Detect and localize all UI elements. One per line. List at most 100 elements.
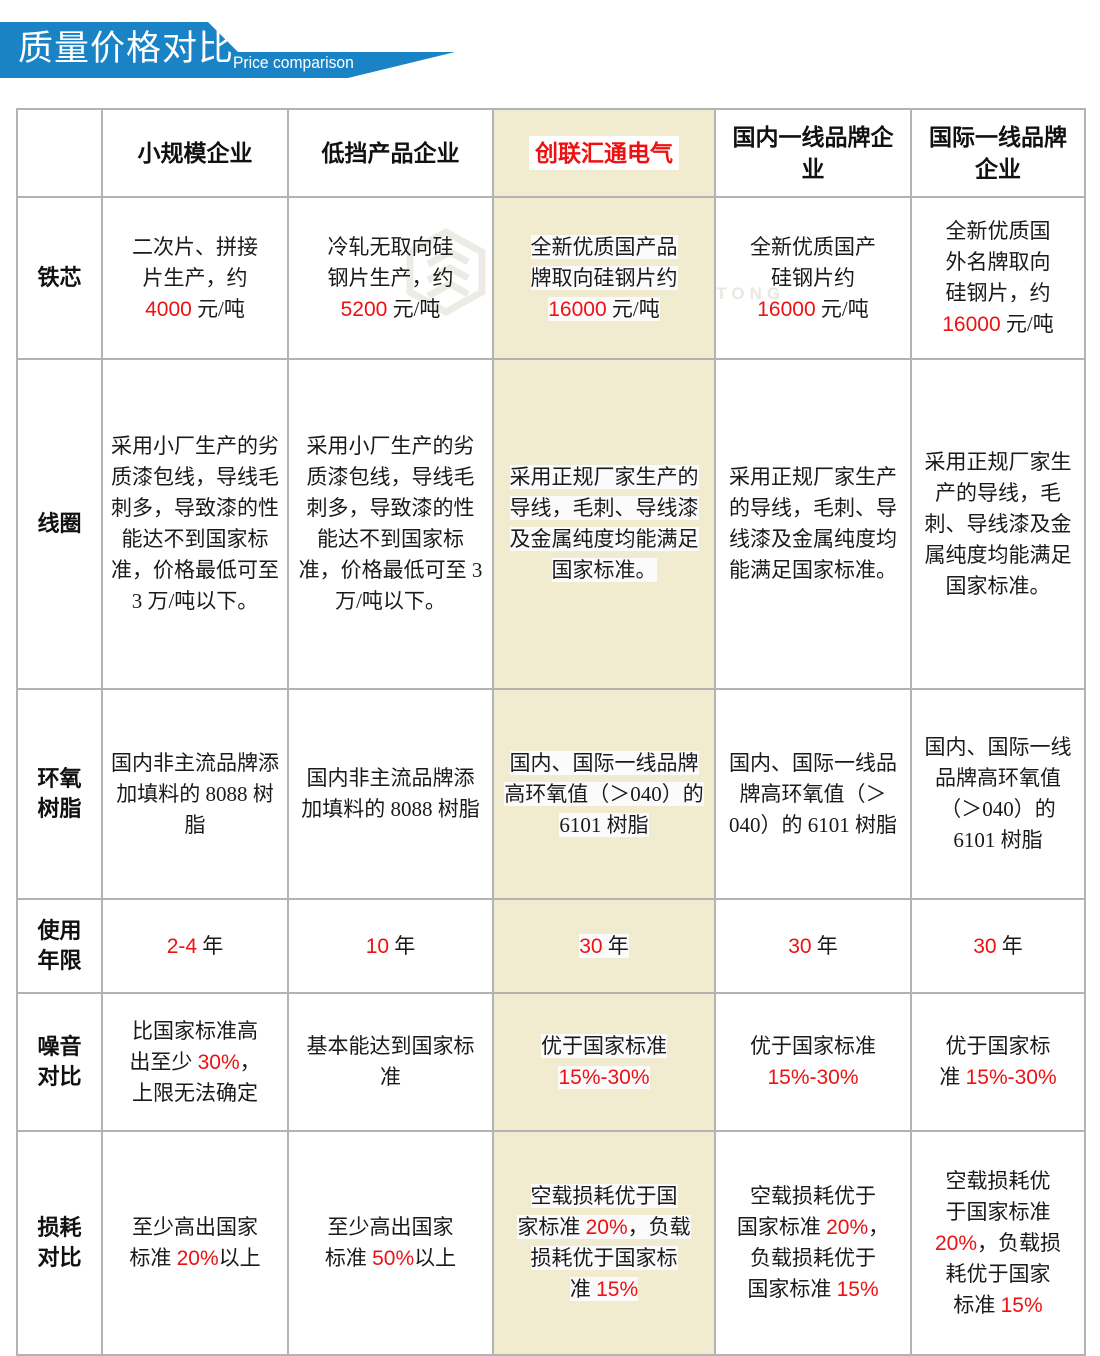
noise-value: 15%-30% <box>965 1066 1057 1089</box>
price-value: 16000 <box>548 297 607 321</box>
cell-text: 以上 <box>414 1246 457 1270</box>
cell-loss-international-top: 空载损耗优 于国家标准 20%，负载损 耗优于国家 标准 15% <box>910 1130 1086 1356</box>
price-unit: 元/吨 <box>820 296 869 321</box>
cell-line: 全新优质国产 <box>750 234 876 259</box>
cell-noise-low-end: 基本能达到国家标准 <box>287 992 494 1132</box>
cell-loss-low-end: 至少高出国家 标准 50%以上 <box>287 1130 494 1356</box>
life-value: 2-4 <box>166 934 198 958</box>
cell-line: 标准 50%以上 <box>297 1243 484 1274</box>
row-label-iron-core: 铁芯 <box>16 196 103 360</box>
cell-line: 16000 元/吨 <box>920 309 1076 340</box>
cell-life-domestic-top: 30 年 <box>714 898 912 994</box>
cell-text: 优于国家标准 <box>541 1034 667 1058</box>
cell-loss-small-scale: 至少高出国家 标准 20%以上 <box>101 1130 289 1356</box>
cell-life-small-scale: 2-4 年 <box>101 898 289 994</box>
cell-coil-low-end: 采用小厂生产的劣质漆包线，导线毛刺多，导致漆的性能达不到国家标准，价格最低可至 … <box>287 358 494 690</box>
cell-line: 优于国家标准 <box>502 1031 706 1062</box>
life-unit: 年 <box>202 933 224 958</box>
cell-text: 准 <box>569 1277 591 1301</box>
life-value: 30 <box>973 934 997 958</box>
cell-line: 优于国家标 <box>945 1034 1051 1058</box>
cell-noise-small-scale: 比国家标准高 出至少 30%， 上限无法确定 <box>101 992 289 1132</box>
cell-text: 标准 <box>324 1246 367 1270</box>
price-value: 5200 <box>340 297 388 321</box>
page-header-banner: 质量价格对比 Price comparison <box>0 0 1100 100</box>
table-row: 损耗 对比 至少高出国家 标准 20%以上 至少高出国家 标准 50%以上 空载损… <box>16 1130 1086 1356</box>
comparison-table: 小规模企业 低挡产品企业 创联汇通电气 国内一线品牌企业 国际一线品牌企业 铁芯… <box>16 108 1086 1356</box>
cell-life-international-top: 30 年 <box>910 898 1086 994</box>
cell-line: 外名牌取向 <box>945 250 1051 274</box>
cell-iron-core-low-end: 冷轧无取向硅 钢片生产，约 5200 元/吨 <box>287 196 494 360</box>
comparison-table-wrapper: 小规模企业 低挡产品企业 创联汇通电气 国内一线品牌企业 国际一线品牌企业 铁芯… <box>16 108 1086 1356</box>
cell-line: 负载损耗优于 <box>750 1246 876 1270</box>
loss-value: 15% <box>596 1278 639 1301</box>
cell-iron-core-international-top: 全新优质国 外名牌取向 硅钢片，约 16000 元/吨 <box>910 196 1086 360</box>
cell-epoxy-low-end: 国内非主流品牌添加填料的 8088 树脂 <box>287 688 494 900</box>
loss-value: 15% <box>1000 1293 1043 1317</box>
cell-line: 至少高出国家 <box>132 1215 258 1239</box>
noise-value: 30% <box>197 1050 240 1074</box>
loss-value: 20% <box>934 1231 978 1255</box>
loss-value: 50% <box>372 1247 415 1270</box>
brand-name-label: 创联汇通电气 <box>529 136 679 170</box>
row-label-service-life: 使用 年限 <box>16 898 103 994</box>
header-col-small-scale: 小规模企业 <box>101 108 289 198</box>
noise-value: 15%-30% <box>558 1066 650 1089</box>
cell-line: 空载损耗优于 <box>750 1184 876 1208</box>
cell-line: 准 15%-30% <box>920 1062 1076 1093</box>
cell-epoxy-domestic-top: 国内、国际一线品牌高环氧值（＞040）的 6101 树脂 <box>714 688 912 900</box>
cell-loss-domestic-top: 空载损耗优于 国家标准 20%， 负载损耗优于 国家标准 15% <box>714 1130 912 1356</box>
price-value: 16000 <box>942 313 1001 336</box>
cell-line: 标准 15% <box>920 1290 1076 1321</box>
banner-title: 质量价格对比 <box>18 29 235 68</box>
cell-line: 硅钢片，约 <box>945 281 1051 305</box>
noise-value: 15%-30% <box>767 1066 859 1089</box>
cell-life-low-end: 10 年 <box>287 898 494 994</box>
table-row: 线圈 采用小厂生产的劣质漆包线，导线毛刺多，导致漆的性能达不到国家标准，价格最低… <box>16 358 1086 690</box>
header-col-low-end: 低挡产品企业 <box>287 108 494 198</box>
cell-iron-core-small-scale: 二次片、拼接 片生产，约 4000 元/吨 <box>101 196 289 360</box>
cell-text: 空载损耗优于国 <box>530 1184 678 1208</box>
price-value: 16000 <box>757 297 816 321</box>
cell-text: 家标准 <box>517 1215 581 1239</box>
cell-coil-domestic-top: 采用正规厂家生产的导线，毛刺、导线漆及金属纯度均能满足国家标准。 <box>714 358 912 690</box>
table-header-row: 小规模企业 低挡产品企业 创联汇通电气 国内一线品牌企业 国际一线品牌企业 <box>16 108 1086 198</box>
life-unit: 年 <box>607 933 629 958</box>
cell-line: 上限无法确定 <box>132 1080 258 1105</box>
loss-value: 20% <box>826 1216 869 1239</box>
cell-text: ， <box>239 1049 261 1074</box>
cell-text: 标准 <box>129 1246 172 1270</box>
cell-text: ，负载 <box>627 1215 691 1239</box>
cell-text: 国家标准 <box>747 1277 832 1301</box>
cell-line: 国家标准 20%， <box>724 1212 902 1243</box>
cell-line: 5200 元/吨 <box>297 294 484 325</box>
row-label-loss-comparison: 损耗 对比 <box>16 1130 103 1356</box>
cell-text: ， <box>868 1215 890 1239</box>
row-label-noise-comparison: 噪音 对比 <box>16 992 103 1132</box>
cell-line: 标准 20%以上 <box>111 1243 279 1274</box>
life-unit: 年 <box>394 933 416 958</box>
life-value: 30 <box>788 934 812 958</box>
row-label-epoxy-resin: 环氧 树脂 <box>16 688 103 900</box>
cell-noise-domestic-top: 优于国家标准 15%-30% <box>714 992 912 1132</box>
cell-line: 出至少 30%， <box>111 1047 279 1078</box>
cell-line: 空载损耗优于国 <box>502 1181 706 1212</box>
cell-line: 全新优质国产品 <box>502 232 706 263</box>
banner-shape <box>0 22 455 78</box>
cell-line: 比国家标准高 <box>132 1018 258 1043</box>
price-unit: 元/吨 <box>1005 312 1054 336</box>
cell-epoxy-small-scale: 国内非主流品牌添加填料的 8088 树脂 <box>101 688 289 900</box>
cell-text: 出至少 <box>129 1049 193 1074</box>
cell-text: 国家标准 <box>736 1215 821 1239</box>
cell-line: 至少高出国家 <box>327 1215 454 1239</box>
life-unit: 年 <box>1001 933 1023 958</box>
cell-text: 国内、国际一线品牌高环氧值（＞040）的 6101 树脂 <box>504 750 704 837</box>
banner-subtitle: Price comparison <box>233 53 354 72</box>
header-col-brand: 创联汇通电气 <box>492 108 716 198</box>
cell-text: 损耗优于国家标 <box>530 1246 678 1270</box>
cell-line: 耗优于国家 <box>945 1261 1051 1286</box>
loss-value: 15% <box>836 1278 879 1301</box>
cell-line: 国家标准 15% <box>724 1274 902 1305</box>
cell-line: 冷轧无取向硅 <box>327 234 454 259</box>
cell-text: ，负载损 <box>977 1230 1062 1255</box>
